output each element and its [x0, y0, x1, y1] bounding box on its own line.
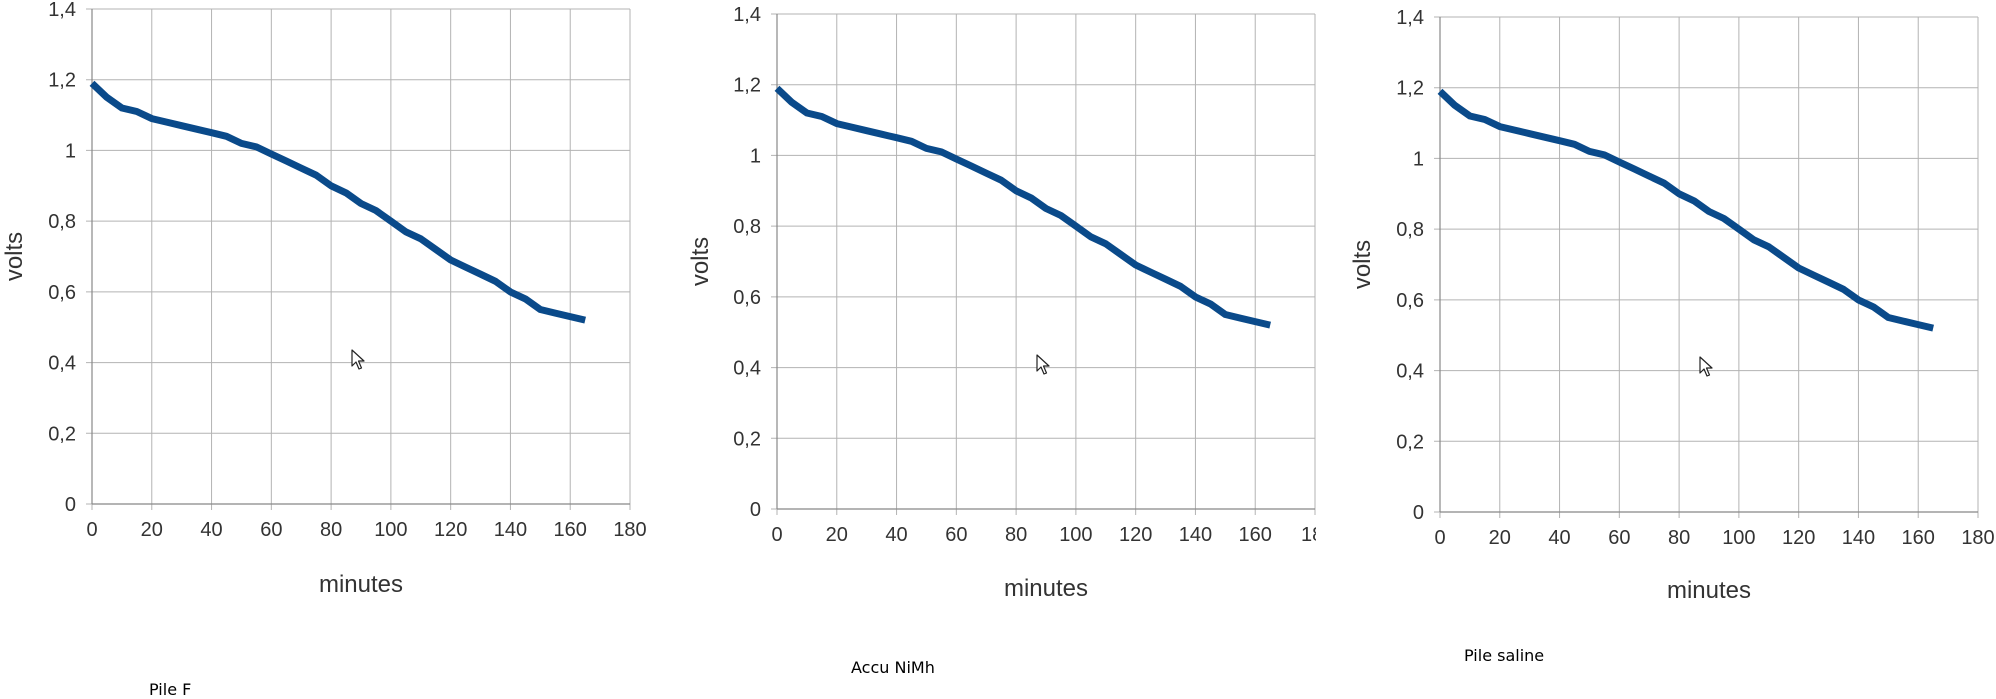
chart-caption-pile-f: Pile F — [149, 680, 192, 699]
x-tick-label: 20 — [1489, 527, 1511, 549]
label-clip-mask — [1316, 517, 1346, 551]
x-axis-title: minutes — [319, 571, 403, 598]
x-tick-label: 140 — [494, 519, 527, 541]
chart-caption-accu-nimh: Accu NiMh — [851, 658, 935, 677]
series-line — [774, 85, 1271, 329]
mouse-pointer-icon — [351, 349, 365, 370]
y-tick-label: 1,4 — [733, 4, 761, 26]
x-tick-label: 160 — [1902, 527, 1935, 549]
x-tick-label: 100 — [1722, 527, 1755, 549]
chart-caption-pile-saline: Pile saline — [1464, 646, 1545, 665]
x-tick-label: 60 — [260, 519, 282, 541]
chart-1: 0 0,2 0,4 0,6 0,8 1 1,2 1,4 0 20 40 60 80 100 120 140 16… — [1, 0, 647, 598]
y-tick-label: 1 — [750, 145, 761, 167]
x-tick-label: 80 — [1668, 527, 1690, 549]
y-tick-label: 0,4 — [733, 358, 761, 380]
x-tick-label: 80 — [1005, 524, 1027, 546]
y-tick-label: 1,2 — [48, 70, 76, 92]
y-axis-title: volts — [687, 237, 714, 286]
x-tick-label: 120 — [434, 519, 467, 541]
y-tick-label: 0,8 — [48, 211, 76, 233]
y-tick-label: 0 — [1413, 502, 1424, 524]
y-tick-label: 0,8 — [733, 216, 761, 238]
y-tick-label: 1,4 — [1396, 7, 1424, 29]
x-tick-label: 140 — [1179, 524, 1212, 546]
y-tick-label: 0,4 — [48, 353, 76, 375]
x-tick-label: 100 — [1059, 524, 1092, 546]
y-tick-label: 1,2 — [1396, 78, 1424, 100]
y-tick-label: 1,4 — [48, 0, 76, 21]
x-tick-label: 80 — [320, 519, 342, 541]
y-axis-title: volts — [1, 232, 28, 281]
series-line — [1437, 88, 1934, 332]
y-tick-label: 0,4 — [1396, 361, 1424, 383]
x-tick-label: 180 — [1961, 527, 1994, 549]
x-tick-label: 0 — [771, 524, 782, 546]
x-tick-label: 60 — [1608, 527, 1630, 549]
x-tick-label: 60 — [945, 524, 967, 546]
x-tick-label: 120 — [1119, 524, 1152, 546]
y-tick-label: 0,6 — [48, 282, 76, 304]
y-tick-label: 0 — [750, 499, 761, 521]
x-tick-label: 0 — [86, 519, 97, 541]
y-tick-label: 1,2 — [733, 75, 761, 97]
y-tick-label: 0,2 — [1396, 431, 1424, 453]
x-tick-label: 40 — [1548, 527, 1570, 549]
x-tick-label: 100 — [374, 519, 407, 541]
x-tick-label: 40 — [200, 519, 222, 541]
series-line — [89, 80, 586, 324]
x-axis-title: minutes — [1667, 577, 1751, 604]
y-tick-label: 0,2 — [48, 423, 76, 445]
x-tick-label: 180 — [613, 519, 646, 541]
y-tick-label: 0 — [65, 494, 76, 516]
x-tick-label: 160 — [554, 519, 587, 541]
mouse-pointer-icon — [1699, 356, 1713, 377]
y-tick-label: 1 — [1413, 148, 1424, 170]
mouse-pointer-icon — [1036, 354, 1050, 375]
x-axis-title: minutes — [1004, 575, 1088, 602]
x-tick-label: 160 — [1239, 524, 1272, 546]
chart-2: 0 0,2 0,4 0,6 0,8 1 1,2 1,4 0 20 40 60 80 100 120 140 16… — [687, 4, 1346, 602]
x-tick-label: 0 — [1434, 527, 1445, 549]
x-tick-label: 20 — [826, 524, 848, 546]
y-tick-label: 0,8 — [1396, 219, 1424, 241]
y-tick-label: 0,6 — [1396, 290, 1424, 312]
x-tick-label: 140 — [1842, 527, 1875, 549]
y-tick-label: 1 — [65, 140, 76, 162]
x-tick-label: 120 — [1782, 527, 1815, 549]
y-tick-label: 0,6 — [733, 287, 761, 309]
x-tick-label: 40 — [885, 524, 907, 546]
chart-3: 0 0,2 0,4 0,6 0,8 1 1,2 1,4 0 20 40 60 80 100 120 140 16… — [1349, 7, 1995, 604]
x-tick-label: 20 — [141, 519, 163, 541]
y-tick-label: 0,2 — [733, 428, 761, 450]
y-axis-title: volts — [1349, 240, 1376, 289]
